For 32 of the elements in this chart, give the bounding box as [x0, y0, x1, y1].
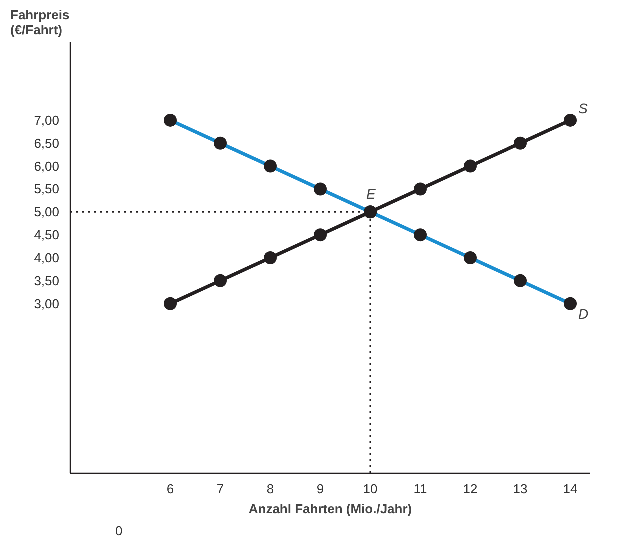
y-axis-title: Fahrpreis (€/Fahrt)	[10, 8, 70, 38]
x-tick-label: 9	[316, 482, 324, 496]
y-tick-label: 3,00	[34, 296, 60, 312]
point	[214, 274, 227, 288]
point	[164, 297, 177, 310]
series-label: D	[578, 306, 589, 322]
point	[464, 160, 477, 173]
x-tick-label: 8	[266, 482, 274, 496]
series-label: S	[578, 100, 588, 116]
x-tick-label: 12	[463, 482, 478, 496]
point	[514, 136, 527, 150]
y-tick-label: 3,50	[34, 273, 60, 288]
x-tick-label: 10	[363, 482, 378, 496]
point	[314, 228, 327, 242]
y-tick-label: 6,00	[34, 158, 60, 174]
x-tick-label: 14	[563, 482, 578, 496]
y-tick-label: 5,00	[34, 204, 60, 220]
point	[414, 182, 427, 196]
y-tick-label: 5,50	[34, 182, 60, 197]
x-axis-title: Anzahl Fahrten (Mio./Jahr)	[248, 502, 412, 516]
x-tick-label: 6	[166, 482, 174, 496]
y-tick-label: 4,00	[34, 250, 60, 266]
text: 0	[116, 524, 123, 538]
x-tick-label: 13	[513, 482, 528, 496]
y-tick-label: 7,00	[34, 112, 60, 128]
x-tick-label: 7	[216, 482, 224, 496]
point	[564, 114, 577, 127]
point	[264, 252, 277, 264]
x-tick-label: 11	[414, 482, 428, 496]
y-tick-label: 6,50	[34, 136, 60, 151]
y-tick-label: 4,50	[34, 228, 60, 243]
annotation: E	[366, 186, 376, 202]
